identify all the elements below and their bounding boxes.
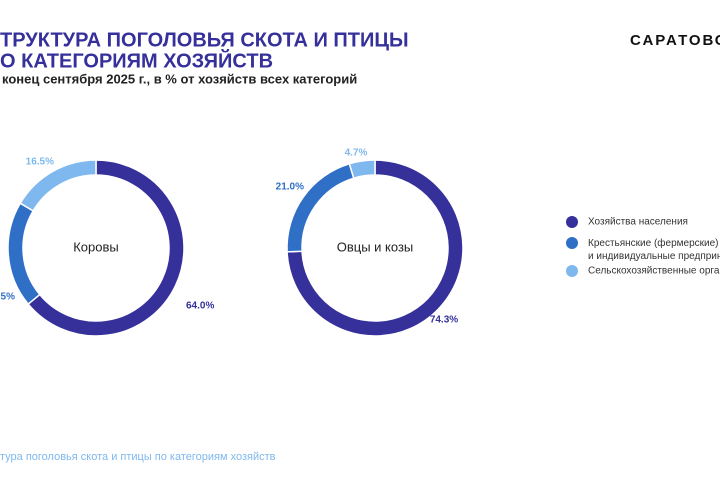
value-label: 21.0% [276,182,304,193]
center-label: Коровы [73,239,119,254]
title-line: ТРУКТУРА ПОГОЛОВЬЯ СКОТА И ПТИЦЫ [0,29,409,51]
legend-label: Крестьянские (фермерские) хози индивидуа… [588,237,720,262]
donut-segment [348,159,376,180]
legend-swatch [566,216,578,228]
donut-segment [286,159,464,337]
title-line: О КАТЕГОРИЯМ ХОЗЯЙСТВ [0,48,273,72]
footer: тура поголовья скота и птицы по категори… [0,451,276,463]
value-label: 74.3% [430,315,458,326]
logo: САРАТОВС [630,32,720,49]
value-label: 16.5% [26,157,54,168]
center-label: Овцы и козы [337,239,414,254]
subtitle: конец сентября 2025 г., в % от хозяйств … [2,71,357,86]
value-label: 19.5% [0,292,15,303]
legend-label: Сельскохозяйственные организ [588,266,720,277]
donut-segment [19,159,97,212]
donut-segment [7,202,41,306]
legend-swatch [566,265,578,277]
legend-label: Хозяйства населения [588,217,688,228]
value-label: 4.7% [345,148,368,159]
legend-swatch [566,237,578,249]
value-label: 64.0% [186,301,214,312]
